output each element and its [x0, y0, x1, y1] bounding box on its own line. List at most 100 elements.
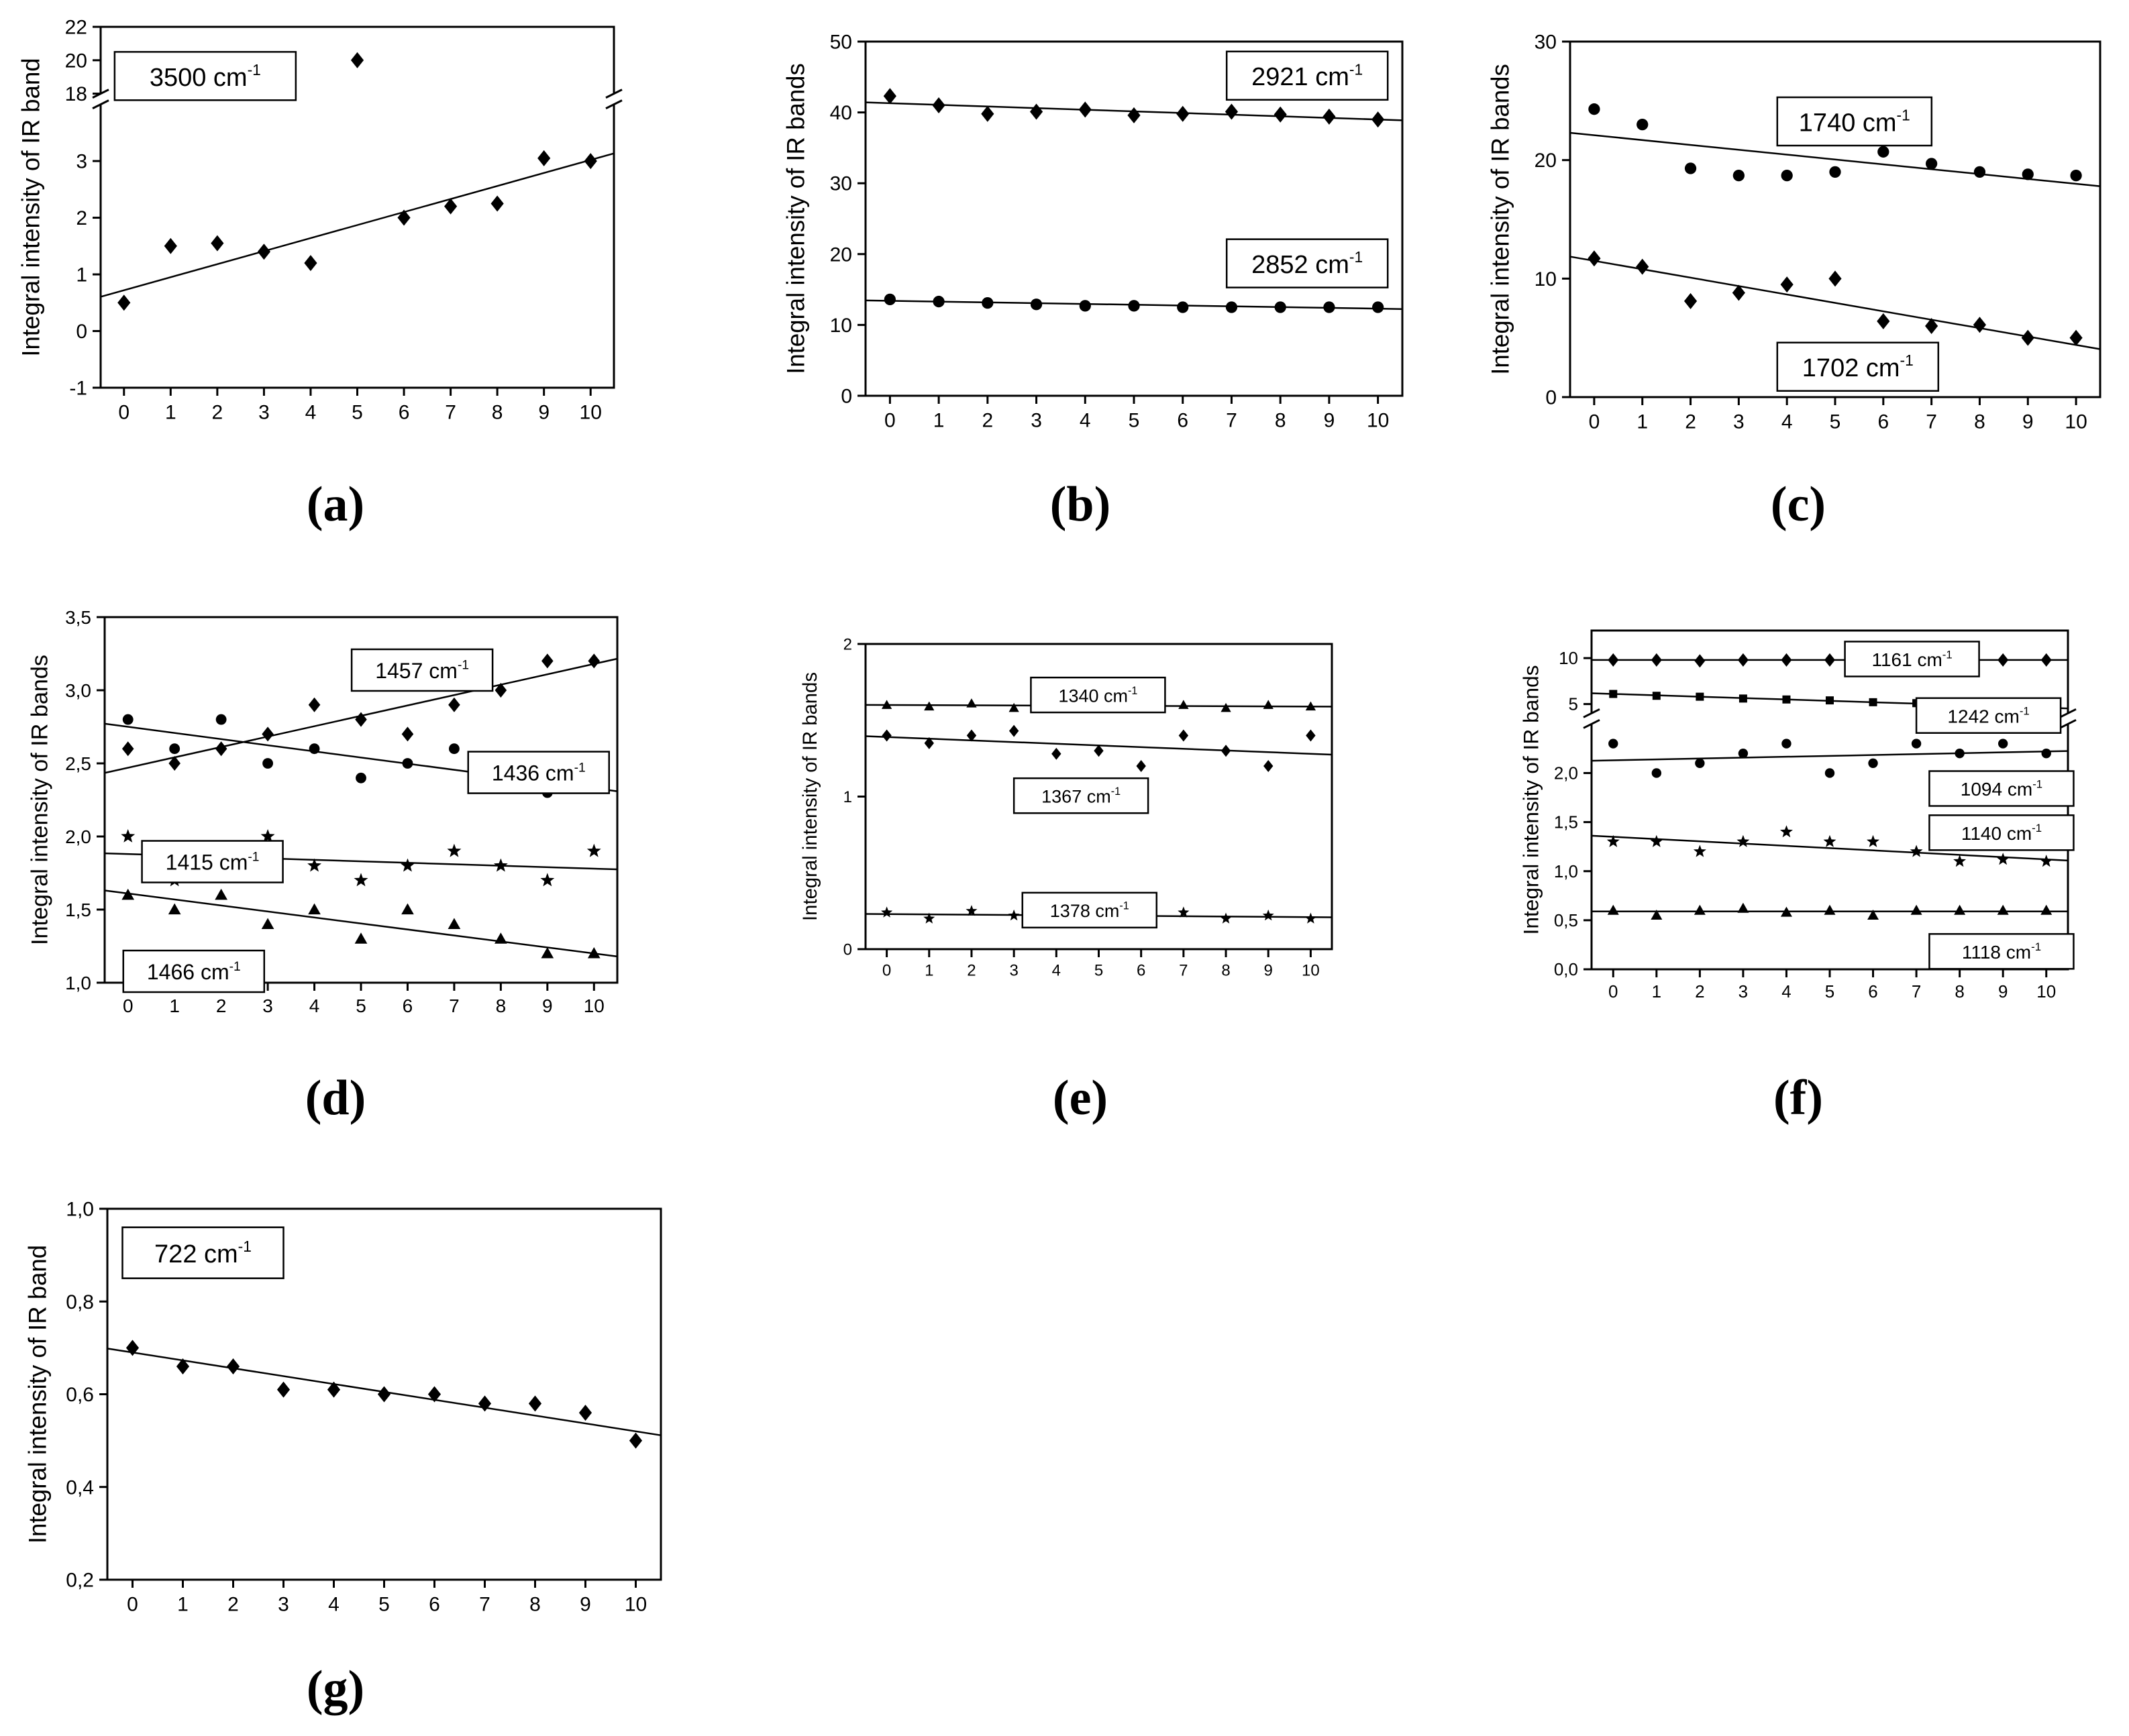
axis-break-mark-left: [1583, 718, 1600, 729]
y-tick-label: 1,0: [1554, 861, 1578, 881]
panel-label-f: (f): [1773, 1071, 1823, 1126]
x-tick-label: 6: [429, 1594, 440, 1616]
chart-panel-f: 0,0 0,5 1,0 1,5 2,0 5 10 0 1 2 3 4 5 6 7 8 9 10 Integral i…: [1476, 584, 2129, 1140]
chart-e-svg: 0 1 2 0 1 2 3 4 5 6 7 8 9 10 Integral intensity of IR …: [799, 635, 1333, 980]
data-point-1140: [1650, 834, 1663, 847]
series-label-box-1378: [1021, 891, 1158, 929]
data-point-2852: [1030, 299, 1043, 311]
data-point-1378: [1008, 909, 1020, 921]
axis-break-mark-right: [605, 99, 623, 109]
x-tick-label: 8: [1275, 410, 1286, 432]
x-tick-label: 5: [352, 402, 363, 424]
data-point-1242: [1696, 692, 1704, 701]
x-tick-label: 7: [445, 402, 456, 424]
data-point-2921: [883, 88, 896, 105]
fit-line-1140: [1591, 834, 2069, 862]
chart-d-svg: 1,0 1,5 2,0 2,5 3,0 3,5 0 1 2 3 4 5 6 7 8 9 10 Integral i…: [28, 607, 619, 1016]
series-label-box-2852: [1225, 238, 1389, 288]
data-point-1466: [354, 932, 368, 944]
y-tick-label: 10: [830, 315, 852, 337]
x-tick-label: 1: [177, 1594, 189, 1616]
data-point-1242: [1869, 698, 1877, 706]
data-point-1161: [1997, 653, 2009, 667]
data-point-1378: [923, 912, 935, 924]
data-point-1378: [881, 906, 893, 918]
y-tick-label: 1,0: [65, 973, 91, 993]
x-tick-label: 8: [496, 995, 507, 1016]
data-point-1118: [1954, 904, 1966, 915]
series-label-box-1340: [1030, 676, 1166, 714]
data-point-1367: [1221, 745, 1231, 757]
series-label-box-1094: [1928, 770, 2075, 807]
data-point-7221: [226, 1358, 240, 1375]
chart-panel-d: 1,0 1,5 2,0 2,5 3,0 3,5 0 1 2 3 4 5 6 7 8 9 10 Integral i…: [0, 584, 671, 1140]
data-point-1415: [540, 873, 555, 887]
x-tick-label: 4: [305, 402, 317, 424]
data-point-1094: [1955, 748, 1965, 759]
chart-panel-b: 0 10 20 30 40 50 0 1 2 3 4 5 6 7 8 9 10 Integral intensit…: [711, 0, 1422, 550]
data-point-2921: [932, 97, 945, 114]
data-point-1457: [308, 697, 321, 712]
panel-label-c: (c): [1770, 477, 1826, 532]
data-point-2921: [1029, 103, 1043, 120]
y-tick-label: -1: [69, 378, 87, 400]
data-point-1436: [402, 758, 413, 769]
series-label-1367: 1367 cm-1: [1041, 785, 1121, 806]
data-point-1140: [1823, 834, 1836, 847]
data-point-1415: [354, 873, 368, 887]
series-label-1466: 1466 cm-1: [147, 960, 241, 984]
series-label-1415: 1415 cm-1: [166, 850, 260, 874]
y-tick-label: 0: [76, 321, 87, 343]
x-tick-label: 3: [258, 402, 270, 424]
data-point-2852: [1225, 301, 1238, 313]
x-tick-label: 3: [278, 1594, 289, 1616]
y-tick-label: 20: [830, 243, 852, 266]
data-point-1161: [2040, 653, 2052, 667]
data-point-7221: [176, 1358, 190, 1375]
series-label-7221: 722 cm-1: [154, 1238, 252, 1268]
x-tick-label: 0: [127, 1594, 138, 1616]
data-point-1340: [881, 700, 892, 709]
panel-label-a: (a): [306, 477, 365, 532]
y-axis-label-c: Integral intensity of IR bands: [1487, 64, 1514, 375]
y-tick-label: 2,0: [1554, 763, 1578, 783]
data-point-2852: [884, 293, 896, 306]
data-point-1457: [215, 741, 227, 757]
data-point-1415: [121, 829, 136, 843]
data-point-1140: [1606, 834, 1620, 847]
data-point-1140: [1736, 834, 1750, 847]
x-tick-label: 0: [1589, 411, 1600, 433]
data-point-1740: [1637, 119, 1649, 131]
x-tick-label: 8: [492, 402, 503, 424]
data-point-1457: [121, 741, 134, 757]
data-point-1367: [1306, 729, 1316, 742]
x-tick-label: 7: [449, 995, 460, 1016]
data-point-1457: [495, 683, 507, 698]
series-label-box-1118: [1928, 933, 2075, 970]
x-tick-label: 10: [580, 402, 602, 424]
axis-break-mark-left: [92, 99, 109, 109]
data-point-3500: [444, 198, 458, 215]
y-axis-label-g: Integral intensity of IR band: [24, 1245, 52, 1543]
x-tick-label: 10: [625, 1594, 647, 1616]
y-axis-label-a: Integral intensity of IR band: [17, 58, 45, 356]
y-tick-label: 2,5: [65, 753, 91, 774]
x-tick-label: 10: [2065, 411, 2087, 433]
data-point-1242: [1782, 695, 1791, 704]
series-label-1094: 1094 cm-1: [1961, 777, 2042, 800]
data-point-1436: [356, 772, 366, 783]
data-point-1740: [1781, 169, 1793, 182]
chart-panel-a: -1 0 1 2 3 18 20 22 0 1 2 3 4 5 6 7 8 9 10 Integral intensi…: [0, 0, 671, 550]
y-tick-label: 50: [830, 32, 852, 54]
data-point-1161: [1737, 653, 1749, 667]
fit-line-1702: [1569, 256, 2101, 350]
data-point-1094: [2041, 748, 2051, 759]
data-point-1094: [1781, 739, 1792, 749]
x-tick-label: 4: [1052, 962, 1061, 980]
data-point-2852: [933, 295, 945, 308]
y-tick-label: 3,5: [65, 607, 91, 628]
series-label-3500: 3500 cm-1: [150, 61, 261, 92]
data-point-1367: [1178, 729, 1189, 742]
data-point-1466: [261, 918, 274, 929]
series-label-1140: 1140 cm-1: [1961, 822, 2042, 844]
